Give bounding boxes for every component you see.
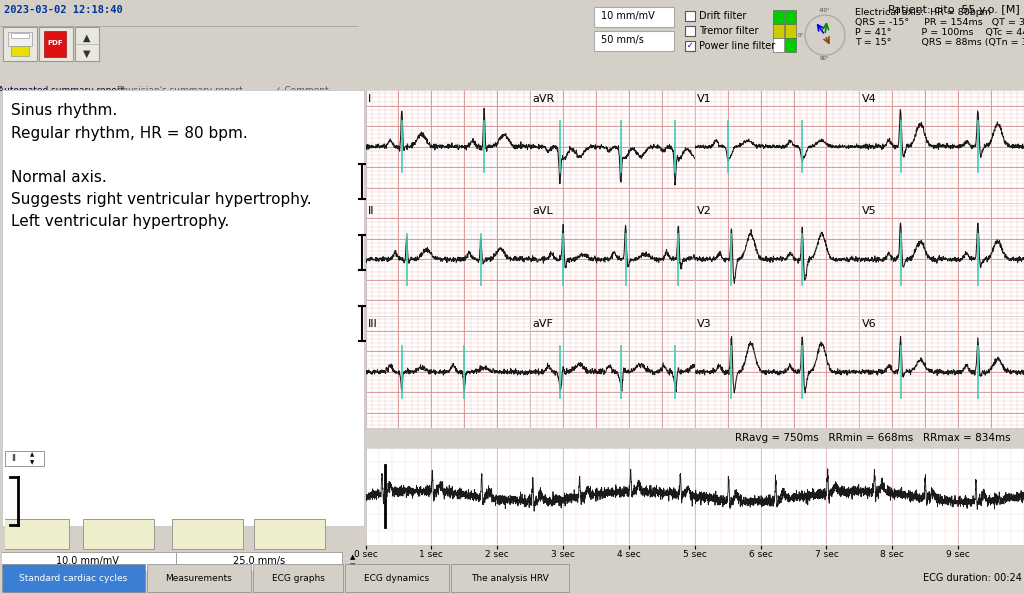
Text: V1: V1	[697, 94, 712, 104]
Bar	[451, 564, 569, 592]
FancyBboxPatch shape	[39, 27, 73, 61]
Bar	[345, 564, 449, 592]
Text: Standard cardiac cycles: Standard cardiac cycles	[19, 574, 128, 583]
Text: Patient: cito  55 y.o. [M]: Patient: cito 55 y.o. [M]	[888, 5, 1020, 15]
Text: Automated summary report: Automated summary report	[0, 86, 125, 95]
Text: ▲: ▲	[30, 574, 34, 579]
FancyBboxPatch shape	[254, 519, 325, 549]
Text: -90°: -90°	[819, 8, 830, 13]
Text: 10.0 mm/mV: 10.0 mm/mV	[55, 557, 119, 566]
Text: aVR: aVR	[532, 94, 555, 104]
Bar	[8, 32, 32, 46]
Text: II: II	[368, 206, 375, 216]
Bar	[685, 26, 695, 36]
Bar	[773, 24, 784, 38]
Text: ▲: ▲	[30, 452, 34, 457]
FancyBboxPatch shape	[175, 552, 342, 571]
Text: ✓: ✓	[687, 41, 693, 50]
FancyBboxPatch shape	[4, 451, 44, 466]
Bar	[2, 564, 145, 592]
Text: Drift filter: Drift filter	[699, 11, 746, 21]
Text: ✓ Comment: ✓ Comment	[273, 86, 329, 95]
Bar	[785, 10, 796, 24]
FancyBboxPatch shape	[0, 552, 175, 571]
Bar	[785, 38, 796, 52]
Bar	[44, 31, 66, 57]
Text: PDF: PDF	[47, 40, 62, 46]
Text: aVF: aVF	[532, 319, 554, 329]
Text: III: III	[368, 319, 378, 329]
Text: ECG dynamics: ECG dynamics	[365, 574, 429, 583]
Text: 10 mm/mV: 10 mm/mV	[601, 11, 654, 21]
Text: V6: V6	[862, 319, 877, 329]
Text: 50 mm/s: 50 mm/s	[601, 35, 644, 45]
FancyBboxPatch shape	[594, 31, 674, 51]
Text: P = 41°          P = 100ms    QTc = 443ms: P = 41° P = 100ms QTc = 443ms	[855, 28, 1024, 37]
Text: V5: V5	[862, 206, 877, 216]
Text: Physician's summary report: Physician's summary report	[117, 86, 243, 95]
Text: Electrical axis:  HR = 80bpm: Electrical axis: HR = 80bpm	[855, 8, 991, 17]
Text: I: I	[368, 94, 372, 104]
Text: 0°: 0°	[798, 33, 804, 37]
Text: ▲: ▲	[83, 33, 91, 43]
FancyBboxPatch shape	[83, 519, 155, 549]
FancyBboxPatch shape	[0, 519, 69, 549]
Text: Measurements: Measurements	[166, 574, 232, 583]
FancyBboxPatch shape	[1, 571, 38, 590]
Bar	[11, 33, 29, 38]
Text: II: II	[11, 454, 16, 463]
Text: RRavg = 750ms   RRmin = 668ms   RRmax = 834ms: RRavg = 750ms RRmin = 668ms RRmax = 834m…	[735, 433, 1011, 443]
FancyBboxPatch shape	[172, 519, 243, 549]
Text: 25.0 mm/s: 25.0 mm/s	[232, 557, 285, 566]
Bar	[773, 38, 784, 52]
Bar	[685, 11, 695, 21]
FancyBboxPatch shape	[75, 27, 99, 61]
Text: ▲: ▲	[350, 554, 355, 560]
Bar	[147, 564, 251, 592]
Text: ECG graphs: ECG graphs	[271, 574, 325, 583]
Text: ▼: ▼	[30, 582, 34, 587]
Text: V2: V2	[697, 206, 712, 216]
Text: ECG duration: 00:24: ECG duration: 00:24	[923, 573, 1022, 583]
Text: T = 15°          QRS = 88ms (QTn = 320ms (normal)*: T = 15° QRS = 88ms (QTn = 320ms (normal)…	[855, 38, 1024, 47]
Bar	[773, 10, 784, 24]
Text: V4: V4	[862, 94, 877, 104]
Text: II: II	[11, 576, 15, 585]
Bar	[685, 41, 695, 51]
Bar	[785, 24, 796, 38]
Bar	[11, 46, 29, 56]
Bar	[253, 564, 343, 592]
Text: Power line filter: Power line filter	[699, 41, 775, 51]
Text: The analysis HRV: The analysis HRV	[471, 574, 549, 583]
Text: QRS = -15°     PR = 154ms   QT = 384ms: QRS = -15° PR = 154ms QT = 384ms	[855, 18, 1024, 27]
Text: Tremor filter: Tremor filter	[699, 26, 759, 36]
Text: Sinus rhythm.
Regular rhythm, HR = 80 bpm.

Normal axis.
Suggests right ventricu: Sinus rhythm. Regular rhythm, HR = 80 bp…	[11, 103, 311, 229]
Text: V3: V3	[697, 319, 712, 329]
Text: ▼: ▼	[30, 460, 34, 465]
FancyBboxPatch shape	[594, 7, 674, 27]
Text: aVL: aVL	[532, 206, 553, 216]
FancyBboxPatch shape	[3, 27, 37, 61]
Text: 2023-03-02 12:18:40: 2023-03-02 12:18:40	[4, 5, 123, 15]
Text: 90°: 90°	[820, 56, 829, 61]
Text: ▼: ▼	[83, 49, 91, 59]
Text: ▼: ▼	[350, 563, 355, 569]
